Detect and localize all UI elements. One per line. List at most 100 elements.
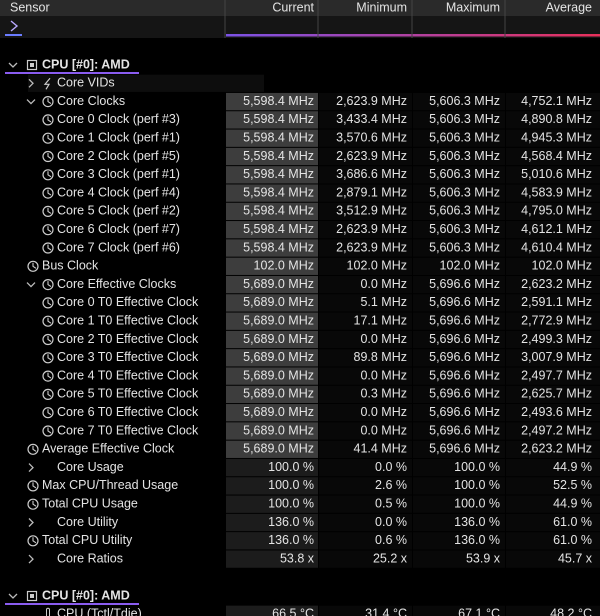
sensor-label[interactable]: Core 4 Clock (perf #4) xyxy=(57,185,180,199)
value-cell xyxy=(226,513,318,532)
sensor-value: 4,945.3 MHz xyxy=(521,130,592,144)
column-header[interactable]: Current xyxy=(272,0,314,14)
clock-icon xyxy=(27,480,39,492)
sensor-label[interactable]: Core Ratios xyxy=(57,551,123,565)
clock-icon xyxy=(42,132,54,144)
clock-icon xyxy=(42,315,54,327)
sensor-value: 2,493.6 MHz xyxy=(521,405,592,419)
section-title[interactable]: CPU [#0]: AMD xyxy=(42,588,130,602)
sensor-label[interactable]: Core 2 T0 Effective Clock xyxy=(57,332,199,346)
value-cell xyxy=(319,495,412,513)
value-cell xyxy=(226,349,318,367)
section-title[interactable]: CPU [#0]: AMD xyxy=(42,57,130,71)
sensor-label[interactable]: Core 5 T0 Effective Clock xyxy=(57,387,199,401)
value-cell xyxy=(506,495,600,513)
clock-hand xyxy=(47,226,52,233)
value-cell xyxy=(413,532,505,550)
sensor-label[interactable]: Core 7 Clock (perf #6) xyxy=(57,240,180,254)
value-cell xyxy=(413,458,505,477)
collapse-icon[interactable] xyxy=(26,282,36,288)
sensor-value: 2,623.2 MHz xyxy=(521,277,592,291)
sensor-value: 61.0 % xyxy=(553,533,592,547)
sensor-label[interactable]: Core 3 T0 Effective Clock xyxy=(57,350,199,364)
value-cell xyxy=(413,422,505,440)
sensor-value: 5,598.4 MHz xyxy=(243,222,314,236)
column-header[interactable]: Maximum xyxy=(446,0,500,14)
sensor-value: 17.1 MHz xyxy=(354,313,408,327)
value-cell xyxy=(319,184,412,202)
clock-hand xyxy=(32,445,37,452)
sensor-value: 5,010.6 MHz xyxy=(521,167,592,181)
value-cell xyxy=(413,239,505,257)
sensor-label[interactable]: Core 0 Clock (perf #3) xyxy=(57,112,180,126)
sensor-value: 5,696.6 MHz xyxy=(429,295,500,309)
sensor-label[interactable]: Total CPU Utility xyxy=(42,533,133,547)
clock-icon xyxy=(42,370,54,382)
sensor-label[interactable]: Core 3 Clock (perf #1) xyxy=(57,167,180,181)
value-cell xyxy=(413,404,505,422)
value-cell xyxy=(413,147,505,166)
sensor-value: 89.8 MHz xyxy=(354,350,408,364)
sensor-label[interactable]: Core Usage xyxy=(57,460,124,474)
expand-icon[interactable] xyxy=(28,463,34,473)
expand-icon[interactable] xyxy=(28,518,34,527)
collapse-icon[interactable] xyxy=(26,99,36,105)
sensor-value: 3,007.9 MHz xyxy=(521,350,592,364)
clock-icon xyxy=(42,297,54,309)
sensor-value: 0.0 MHz xyxy=(360,405,407,419)
sensor-label[interactable]: Core 0 T0 Effective Clock xyxy=(57,295,199,309)
sensor-value: 5,689.0 MHz xyxy=(243,368,314,382)
value-cell xyxy=(226,385,318,404)
value-cell xyxy=(506,367,600,385)
clock-icon xyxy=(42,333,54,346)
value-cell xyxy=(506,111,600,129)
sensor-value: 2,591.1 MHz xyxy=(521,295,592,309)
sensor-value: 5,598.4 MHz xyxy=(243,240,314,254)
clock-icon xyxy=(27,443,39,455)
sensor-label[interactable]: Core 6 T0 Effective Clock xyxy=(57,405,199,419)
sensor-label[interactable]: Core Utility xyxy=(57,515,119,529)
expand-icon[interactable] xyxy=(28,554,34,564)
sensor-label[interactable]: Core 7 T0 Effective Clock xyxy=(57,423,199,437)
sensor-value: 5,606.3 MHz xyxy=(429,204,500,218)
sensor-value: 5,689.0 MHz xyxy=(243,423,314,437)
collapse-icon[interactable] xyxy=(8,593,18,599)
sensor-label[interactable]: Core Effective Clocks xyxy=(57,277,176,291)
value-cell xyxy=(226,221,318,239)
value-cell xyxy=(319,257,412,275)
column-header[interactable]: Average xyxy=(546,0,592,14)
expand-icon[interactable] xyxy=(10,20,19,32)
column-header[interactable]: Minimum xyxy=(356,0,407,14)
sensor-label[interactable]: Core Clocks xyxy=(57,94,125,108)
collapse-icon[interactable] xyxy=(8,62,18,68)
value-cell xyxy=(506,422,600,440)
value-cell xyxy=(506,239,600,257)
value-cell xyxy=(506,477,600,495)
sensor-label[interactable]: Average Effective Clock xyxy=(42,442,175,456)
sensor-label[interactable]: CPU (Tctl/Tdie) xyxy=(57,607,142,616)
sensor-label[interactable]: Core 1 T0 Effective Clock xyxy=(57,313,199,327)
sensor-value: 2,625.7 MHz xyxy=(521,387,592,401)
clock-hand xyxy=(47,134,52,141)
value-cell xyxy=(319,312,412,330)
sensor-value: 5,689.0 MHz xyxy=(243,277,314,291)
column-header[interactable]: Sensor xyxy=(10,0,50,14)
sensor-label[interactable]: Core VIDs xyxy=(57,76,115,90)
sensor-label[interactable]: Core 6 Clock (perf #7) xyxy=(57,222,180,236)
sensor-label[interactable]: Core 5 Clock (perf #2) xyxy=(57,204,180,218)
sensor-label[interactable]: Core 1 Clock (perf #1) xyxy=(57,130,180,144)
sensor-label[interactable]: Core 2 Clock (perf #5) xyxy=(57,149,180,163)
sensor-label[interactable]: Total CPU Usage xyxy=(42,496,138,510)
clock-hand xyxy=(47,116,52,123)
sensor-label[interactable]: Max CPU/Thread Usage xyxy=(42,478,178,492)
sensor-value: 0.0 MHz xyxy=(360,368,407,382)
expand-icon[interactable] xyxy=(28,78,34,88)
sensor-value: 5,689.0 MHz xyxy=(243,313,314,327)
value-cell xyxy=(506,184,600,202)
sensor-value: 136.0 % xyxy=(454,533,500,547)
sensor-label[interactable]: Bus Clock xyxy=(42,259,99,273)
sensor-value: 5,696.6 MHz xyxy=(429,442,500,456)
sensor-value: 4,890.8 MHz xyxy=(521,112,592,126)
clock-hand xyxy=(47,390,52,397)
sensor-label[interactable]: Core 4 T0 Effective Clock xyxy=(57,368,199,382)
